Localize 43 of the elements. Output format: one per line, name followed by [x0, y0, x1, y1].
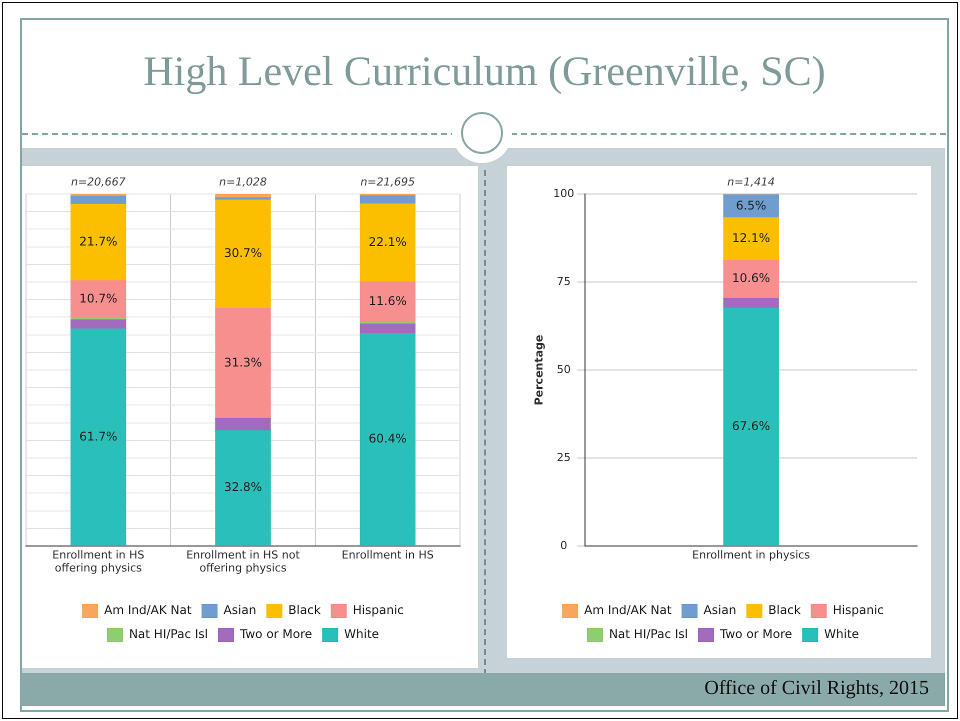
legend-label: Two or More [239, 627, 312, 642]
legend-label: Nat HI/Pac Isl [608, 627, 688, 642]
legend-label: Black [288, 603, 321, 618]
data-label: 31.3% [224, 355, 262, 370]
y-tick-label: 100 [553, 186, 574, 200]
legend-label: Am Ind/AK Nat [104, 603, 192, 618]
y-axis-title: Percentage [532, 334, 546, 406]
y-tick-label: 0 [560, 538, 568, 552]
text: Office of Civil Rights, 2015 [704, 677, 929, 700]
legend-label: Nat HI/Pac Isl [128, 627, 208, 642]
x-tick-label: Enrollment in physics [692, 548, 810, 562]
annotation: n=1,028 [219, 175, 267, 188]
legend-label: Two or More [719, 627, 792, 642]
legend-label: White [824, 627, 860, 642]
data-label: 10.7% [79, 292, 118, 306]
legend-label: Am Ind/AK Nat [584, 603, 672, 618]
data-label: 61.7% [79, 429, 118, 444]
legend-label: Asian [704, 603, 736, 618]
data-label: 60.4% [368, 432, 407, 446]
x-tick-label: Enrollment in HS offering physics [52, 548, 144, 575]
y-tick-label: 50 [556, 362, 571, 376]
annotation: n=20,667 [70, 175, 126, 188]
annotation: n=21,695 [360, 175, 416, 188]
data-label: 12.1% [732, 231, 770, 246]
legend-label: White [344, 627, 380, 642]
data-label: 22.1% [368, 234, 407, 249]
x-tick-label: Enrollment in HS [342, 548, 434, 562]
legend-label: Asian [224, 603, 256, 618]
chart-title: High Level Curriculum (Greenville, SC) [142, 48, 827, 96]
data-label: 21.7% [79, 234, 118, 249]
legend-label: Hispanic [832, 603, 884, 618]
y-tick-label: 75 [556, 274, 571, 288]
data-label: 32.8% [224, 480, 262, 494]
data-label: 30.7% [224, 246, 262, 260]
data-label: 67.6% [732, 418, 770, 433]
data-label: 6.5% [736, 198, 766, 212]
data-label: 10.6% [732, 270, 770, 285]
legend-label: Black [768, 603, 801, 618]
data-label: 11.6% [368, 294, 407, 308]
x-tick-label: Enrollment in HS not offering physics [186, 548, 300, 575]
y-tick-label: 25 [556, 450, 571, 464]
legend-label: Hispanic [352, 603, 404, 618]
annotation: n=1,414 [727, 175, 775, 188]
